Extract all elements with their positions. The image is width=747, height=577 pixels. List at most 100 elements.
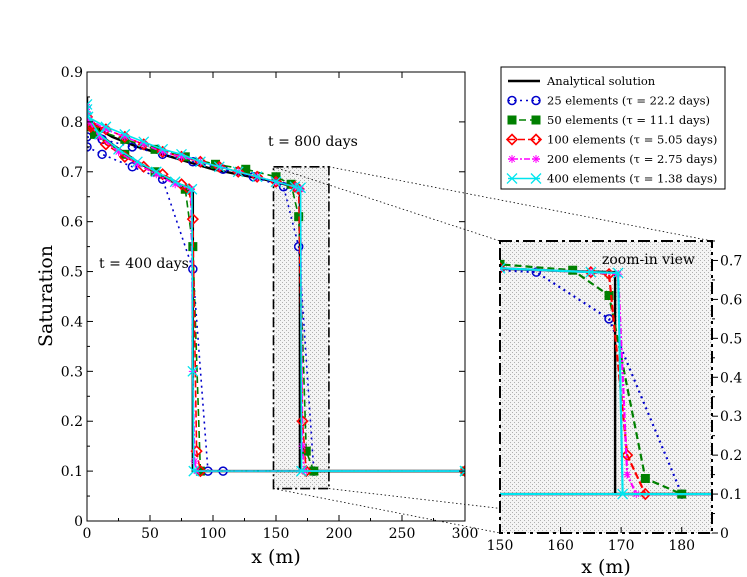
series-5-line-2	[500, 267, 712, 496]
series-5-point	[190, 457, 199, 466]
series-2-point	[293, 241, 304, 252]
inset-x-axis-label: x (m)	[581, 556, 631, 577]
series-6	[10, 252, 712, 500]
legend-marker	[529, 133, 543, 146]
inset-y-tick-label: 0.6	[720, 292, 742, 308]
inset-x-tick-label: 180	[668, 538, 695, 554]
series-6-point	[169, 176, 181, 188]
series-5-point	[405, 260, 413, 268]
series-6-point	[194, 156, 206, 168]
series-6-point	[500, 262, 506, 274]
series-5-point	[623, 470, 632, 479]
series-5-point	[177, 152, 186, 161]
inset-frame	[499, 240, 713, 534]
inset-x-tick-label: 160	[547, 538, 574, 554]
main-plot-panel: 0 50 100 150 200 250 300 0 0.1 0.2 0.3 0.4 0.5 0.6 0.7…	[35, 65, 478, 568]
series-6-point	[94, 128, 106, 140]
y-tick-label: 0.6	[61, 215, 83, 231]
series-6-point	[95, 411, 105, 421]
series-5-point	[120, 132, 129, 141]
main-series-group	[87, 96, 465, 478]
series-6-point	[295, 182, 307, 194]
series-6-point	[612, 267, 624, 279]
legend-label: Analytical solution	[546, 74, 656, 88]
series-6-point	[270, 176, 282, 188]
series-2-point	[127, 142, 138, 152]
series-6-line-2	[87, 109, 465, 472]
series-5-point	[171, 180, 180, 189]
series-6-point	[10, 263, 20, 273]
series-4-point	[639, 487, 652, 501]
inset-background	[500, 241, 712, 533]
series-6-point	[296, 465, 307, 477]
series-6-point	[459, 465, 465, 477]
y-tick-label: 0.4	[61, 314, 83, 330]
series-5-point	[298, 442, 307, 451]
legend-marker	[508, 155, 516, 163]
y-tick-label: 0	[74, 514, 83, 530]
series-4-point	[458, 464, 465, 478]
x-tick-label: 0	[83, 526, 92, 542]
legend-marker	[506, 173, 518, 184]
x-tick-label: 150	[263, 526, 290, 542]
legend-marker	[507, 115, 517, 125]
series-6-point	[176, 148, 187, 160]
series-2-line-2	[87, 136, 465, 472]
series-4-point	[132, 489, 142, 499]
series-6-point	[186, 183, 198, 195]
inset-y-tick-label: 0.5	[720, 331, 742, 347]
series-2-point	[242, 490, 250, 498]
connector-line	[273, 488, 501, 534]
x-axis-label: x (m)	[251, 546, 301, 568]
legend-item: 200 elements (τ = 2.75 days)	[508, 152, 717, 166]
series-4-point	[95, 292, 105, 302]
y-axis-label: Saturation	[35, 245, 57, 347]
inset-plot-panel: 150 160 170 180 0 0.1 0.2 0.3 0.4 0.5 0.6 0.7 zoom-…	[10, 240, 742, 577]
series-2-point	[127, 162, 138, 172]
inset-y-tick-label: 0.7	[720, 253, 742, 269]
annotation-t800: t = 800 days	[268, 134, 358, 150]
x-tick-label: 200	[326, 526, 353, 542]
legend-label: 400 elements (τ = 1.38 days)	[547, 172, 717, 186]
inset-y-tick-label: 0.2	[720, 448, 742, 464]
inset-x-tick-label: 150	[487, 538, 514, 554]
series-6-point	[150, 166, 162, 178]
series-5-point	[223, 253, 231, 261]
x-tick-label: 300	[452, 526, 479, 542]
legend-marker	[532, 155, 540, 163]
series-5-point	[105, 482, 113, 490]
series-4-point	[404, 259, 414, 269]
series-2-point	[242, 255, 250, 263]
series-5-point	[114, 490, 122, 498]
series-6-point	[113, 143, 124, 155]
series-6-line-2	[500, 267, 712, 496]
series-5-point	[96, 412, 104, 420]
series-5-point	[95, 132, 104, 141]
series-6-point	[157, 143, 169, 155]
series-6-point	[222, 252, 232, 262]
series-6-point	[617, 488, 629, 500]
y-tick-label: 0.3	[61, 364, 83, 380]
inset-y-tick-label: 0	[720, 526, 729, 542]
series-3-point	[640, 473, 650, 483]
x-tick-label: 50	[141, 526, 159, 542]
legend-item: 400 elements (τ = 1.38 days)	[506, 172, 717, 186]
annotation-t400: t = 400 days	[99, 256, 189, 272]
series-3-point	[205, 251, 213, 259]
legend-label: 100 elements (τ = 5.05 days)	[547, 133, 717, 147]
legend-item: 100 elements (τ = 5.05 days)	[505, 133, 717, 147]
series-2-point	[169, 490, 177, 498]
legend-item: 25 elements (τ = 22.2 days)	[507, 94, 710, 108]
legend-marker	[507, 95, 517, 106]
x-tick-label: 250	[389, 526, 416, 542]
inset-series-group	[10, 251, 712, 501]
series-3-line-1	[87, 121, 465, 472]
series-5-point	[158, 147, 167, 156]
series-5-point	[133, 160, 142, 169]
series-2-point	[87, 142, 92, 152]
inset-ticks: 150 160 170 180 0 0.1 0.2 0.3 0.4 0.5 0.6 0.7	[487, 240, 742, 554]
legend-label: 25 elements (τ = 22.2 days)	[547, 94, 710, 108]
y-tick-label: 0.2	[61, 414, 83, 430]
series-6-point	[119, 128, 131, 140]
